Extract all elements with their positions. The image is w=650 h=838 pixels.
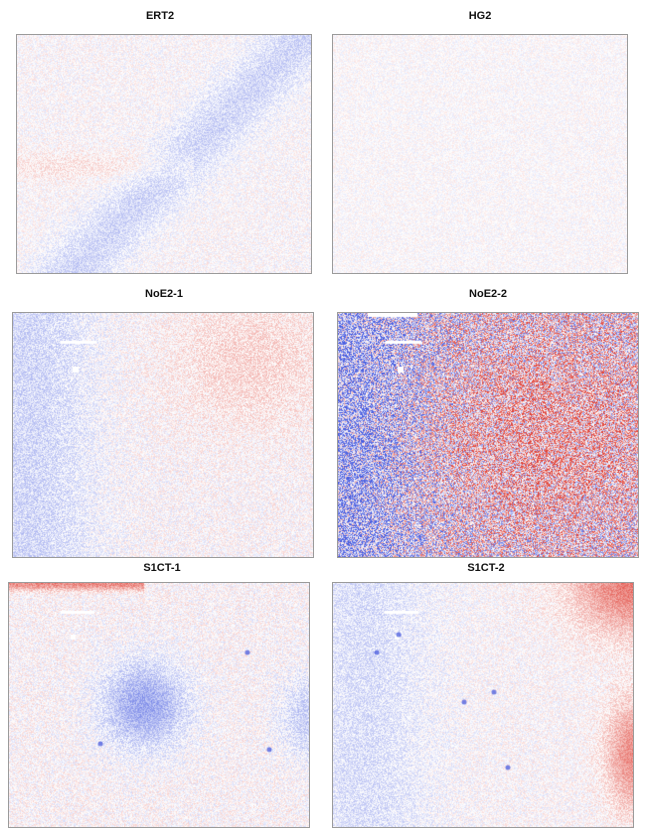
panel-title-ert2: ERT2 — [145, 10, 175, 22]
panel-noe2-1 — [12, 312, 314, 558]
panel-title-noe2-1: NoE2-1 — [145, 288, 183, 300]
panel-noe2-2 — [337, 312, 639, 558]
panel-title-s1ct-1: S1CT-1 — [143, 562, 181, 574]
image-ert2 — [17, 35, 311, 273]
image-noe2-1 — [13, 313, 313, 557]
image-s1ct-2 — [333, 583, 633, 827]
image-s1ct-1 — [9, 583, 309, 827]
panel-s1ct-2 — [332, 582, 634, 828]
panel-s1ct-1 — [8, 582, 310, 828]
panel-title-s1ct-2: S1CT-2 — [467, 562, 505, 574]
panel-title-hg2: HG2 — [468, 10, 492, 22]
panel-title-noe2-2: NoE2-2 — [469, 288, 507, 300]
panel-ert2 — [16, 34, 312, 274]
image-hg2 — [333, 35, 627, 273]
image-noe2-2 — [338, 313, 638, 557]
panel-hg2 — [332, 34, 628, 274]
